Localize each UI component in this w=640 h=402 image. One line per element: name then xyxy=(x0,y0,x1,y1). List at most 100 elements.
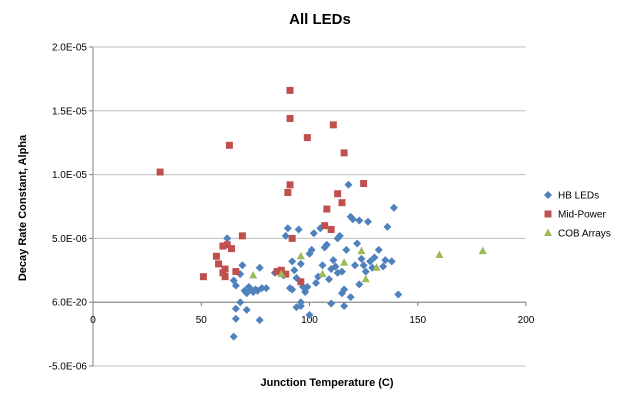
data-point xyxy=(277,269,286,278)
data-point xyxy=(288,285,297,294)
data-point xyxy=(242,289,251,298)
y-tick-label: 1.5E-05 xyxy=(52,106,87,117)
data-point xyxy=(273,268,281,276)
data-point xyxy=(257,284,266,293)
data-point xyxy=(281,231,290,240)
data-point xyxy=(366,257,375,266)
data-point xyxy=(478,246,487,255)
data-point xyxy=(321,222,329,230)
data-point xyxy=(228,245,236,253)
data-point xyxy=(340,258,349,266)
data-point xyxy=(286,86,294,94)
legend-marker xyxy=(544,210,552,218)
x-tick-label: 100 xyxy=(301,315,318,326)
data-point xyxy=(374,245,383,254)
legend-marker xyxy=(544,228,552,236)
y-axis-title: Decay Rate Constant, Alpha xyxy=(17,134,29,281)
data-point xyxy=(357,254,366,263)
series-mid-power xyxy=(156,86,368,286)
data-point xyxy=(156,168,164,176)
data-point xyxy=(350,261,359,270)
data-point xyxy=(363,217,372,226)
data-point xyxy=(296,259,305,268)
data-points xyxy=(156,86,487,341)
x-tick-label: 200 xyxy=(518,315,535,326)
data-point xyxy=(355,280,364,289)
data-point xyxy=(381,256,390,265)
data-point xyxy=(389,203,398,212)
data-point xyxy=(294,225,303,234)
data-point xyxy=(288,234,296,242)
data-point xyxy=(318,261,327,270)
data-point xyxy=(348,215,357,224)
data-point xyxy=(329,121,337,129)
data-point xyxy=(231,304,240,313)
data-point xyxy=(370,253,379,262)
data-point xyxy=(297,278,305,286)
y-tick-label: 2.0E-05 xyxy=(52,43,87,54)
legend-label: COB Arrays xyxy=(558,229,611,240)
legend-marker xyxy=(544,191,552,199)
data-point xyxy=(221,273,229,281)
data-point xyxy=(215,260,223,268)
x-tick-label: 150 xyxy=(409,315,426,326)
data-point xyxy=(318,269,327,278)
legend: HB LEDs Mid-Power COB Arrays xyxy=(544,191,611,240)
data-point xyxy=(236,298,245,307)
data-point xyxy=(249,270,258,279)
data-point xyxy=(223,241,231,249)
legend-label: HB LEDs xyxy=(558,191,599,202)
data-point xyxy=(296,298,305,307)
data-point xyxy=(379,262,388,271)
data-point xyxy=(303,134,311,142)
data-point xyxy=(340,302,349,311)
data-point xyxy=(212,252,220,260)
y-tick-labels: 2.0E-05 1.5E-05 1.0E-05 5.0E-06 6.0E-20 -5.0E… xyxy=(49,43,93,373)
data-point xyxy=(282,270,290,278)
data-point xyxy=(231,281,240,290)
x-tick-label: 0 xyxy=(90,315,96,326)
data-point xyxy=(342,245,351,254)
y-tick-label: 5.0E-06 xyxy=(52,234,87,245)
data-point xyxy=(344,180,353,189)
data-point xyxy=(303,282,312,291)
data-point xyxy=(242,305,251,314)
data-point xyxy=(255,316,264,325)
data-point xyxy=(327,225,335,233)
data-point xyxy=(284,188,292,196)
data-point xyxy=(262,284,271,293)
data-point xyxy=(305,310,314,319)
data-point xyxy=(219,269,227,277)
data-point xyxy=(283,224,292,233)
data-point xyxy=(323,205,331,213)
x-axis-title: Junction Temperature (C) xyxy=(260,377,393,389)
data-point xyxy=(340,149,348,157)
data-point xyxy=(238,232,246,240)
data-point xyxy=(435,250,444,258)
data-point xyxy=(337,267,346,276)
data-point xyxy=(311,279,320,288)
data-point xyxy=(353,239,362,248)
data-point xyxy=(327,299,336,308)
data-point xyxy=(324,275,333,284)
legend-label: Mid-Power xyxy=(558,210,606,221)
data-point xyxy=(221,265,229,273)
data-point xyxy=(331,262,340,271)
data-point xyxy=(359,261,368,270)
data-point xyxy=(288,257,297,266)
data-point xyxy=(286,114,294,122)
data-point xyxy=(337,289,346,298)
data-point xyxy=(225,141,233,149)
data-point xyxy=(383,222,392,231)
data-point xyxy=(346,293,355,302)
data-point xyxy=(329,256,338,265)
data-point xyxy=(372,263,381,271)
y-tick-label: -5.0E-06 xyxy=(49,362,88,373)
data-point xyxy=(355,216,364,225)
chart-title: All LEDs xyxy=(289,11,351,28)
data-point xyxy=(255,263,264,272)
data-point xyxy=(333,234,342,243)
data-point xyxy=(334,190,342,198)
